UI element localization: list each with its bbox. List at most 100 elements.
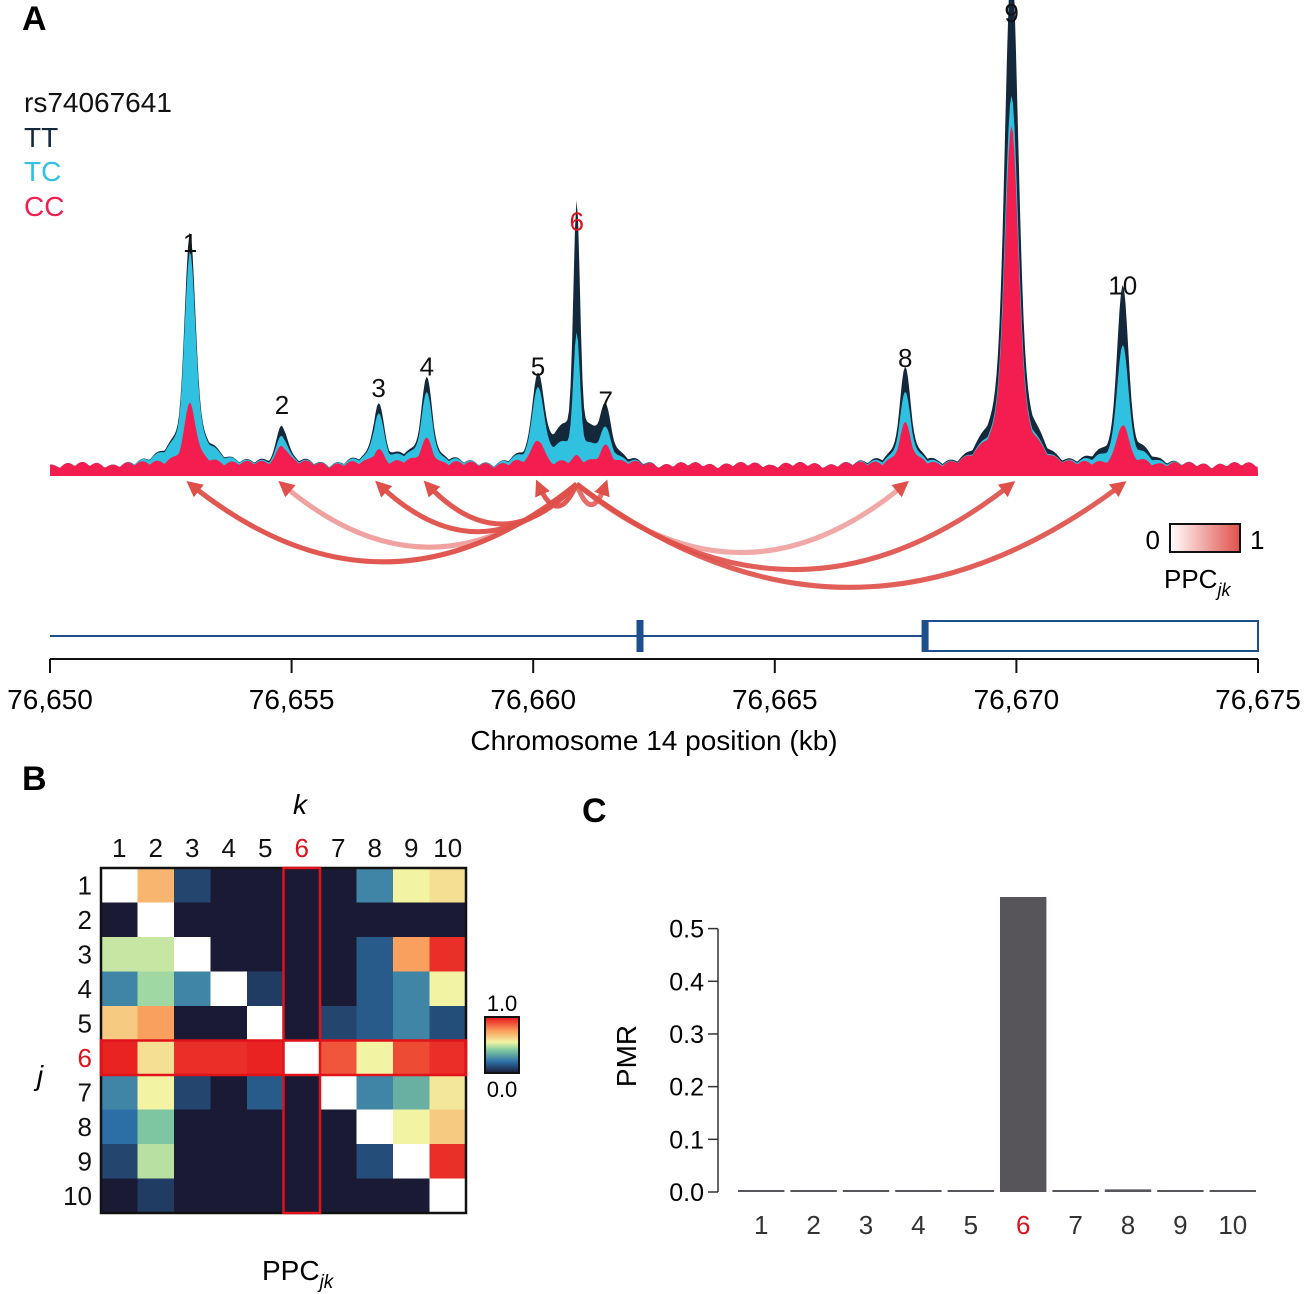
heatmap-cell <box>320 1006 357 1041</box>
heatmap-cell <box>247 1040 284 1076</box>
x-axis-label: Chromosome 14 position (kb) <box>470 725 837 756</box>
pmr-bar-chart: 0.0 0.1 0.2 0.3 0.4 0.5 1 2 3 4 5 6 7 8 9 10 <box>669 897 1256 1240</box>
panel-c-label: C <box>582 792 607 830</box>
heatmap-col-label: 8 <box>368 833 382 863</box>
heatmap-col-label: 3 <box>185 833 199 863</box>
bar-6 <box>1000 897 1047 1192</box>
heatmap-cell <box>356 1075 394 1110</box>
heatmap-cell <box>101 1144 138 1179</box>
heatmap-cell <box>247 868 284 903</box>
bar-label-6: 6 <box>1016 1210 1030 1240</box>
heatmap-cell <box>320 902 357 938</box>
heatmap-cell <box>429 902 467 938</box>
gene-utr-box <box>923 620 1259 652</box>
heatmap-cell <box>101 902 138 938</box>
k-axis-label: k <box>293 789 309 820</box>
heatmap-col-label: 10 <box>433 833 462 863</box>
heatmap-cell <box>247 937 284 972</box>
legend-cc: CC <box>24 191 64 222</box>
heatmap-cell <box>356 1006 394 1041</box>
heatmap-cell <box>283 1075 321 1110</box>
heatmap-col-label: 7 <box>331 833 345 863</box>
peak-label-4: 4 <box>420 352 434 382</box>
heatmap-cell <box>137 902 175 938</box>
y-tick-label: 0.5 <box>669 916 704 944</box>
heatmap-cell <box>210 902 248 938</box>
x-tick-label: 76,675 <box>1215 684 1301 715</box>
legend-tc: TC <box>24 156 61 187</box>
heatmap-cell <box>393 868 430 903</box>
bar-7 <box>1052 1190 1099 1192</box>
track-tt <box>50 0 1258 476</box>
heatmap-cell <box>137 1109 175 1145</box>
heatmap-col-label: 6 <box>295 833 309 863</box>
heatmap-cell <box>174 971 211 1007</box>
heatmap-row-label: 2 <box>78 905 92 935</box>
heatmap-cell <box>283 937 321 972</box>
x-tick-label: 76,650 <box>7 684 93 715</box>
heatmap-cell <box>101 1006 138 1041</box>
interaction-arcs <box>186 479 1127 590</box>
heatmap-cell <box>247 1109 284 1145</box>
heatmap-cell <box>247 902 284 938</box>
track-cc <box>50 125 1258 477</box>
heatmap-cell <box>101 1109 138 1145</box>
heatmap-cell <box>283 868 321 903</box>
heatmap-row-label: 6 <box>78 1043 92 1073</box>
heatmap-cell <box>137 1178 175 1214</box>
y-tick-label: 0.3 <box>669 1021 704 1049</box>
heatmap-cell <box>210 1178 248 1214</box>
heatmap-cell <box>174 902 211 938</box>
heatmap-cell <box>393 1109 430 1145</box>
heatmap-xlabel-subscript: jk <box>317 1272 335 1293</box>
panel-a-label: A <box>22 0 47 38</box>
ppc-legend-max: 1 <box>1250 525 1264 555</box>
bar-5 <box>947 1190 994 1192</box>
heatmap-cell <box>393 1144 430 1179</box>
ppc-legend-label: PPC <box>1164 564 1217 594</box>
heatmap-cell <box>283 1178 321 1214</box>
peak-label-1: 1 <box>183 228 197 258</box>
heatmap-cell <box>174 1075 211 1110</box>
heatmap-cell <box>210 1144 248 1179</box>
highlight-row <box>99 1039 468 1077</box>
heatmap-cell <box>174 868 211 903</box>
gene-exon-1 <box>636 620 644 652</box>
heatmap-row-label: 8 <box>78 1112 92 1142</box>
heatmap-row-label: 7 <box>78 1077 92 1107</box>
heatmap-cell <box>101 868 138 903</box>
bar-label-3: 3 <box>859 1210 873 1240</box>
heatmap-cell <box>393 1075 430 1110</box>
x-axis: 76,650 76,655 76,660 76,665 76,670 76,675 <box>7 658 1301 715</box>
x-tick-label: 76,660 <box>490 684 576 715</box>
heatmap-cell <box>429 1040 467 1076</box>
heatmap-row-label: 10 <box>63 1181 92 1211</box>
heatmap-cell <box>210 937 248 972</box>
peak-label-8: 8 <box>898 343 912 373</box>
heatmap-cell <box>429 1144 467 1179</box>
heatmap-col-label: 5 <box>258 833 272 863</box>
snp-label: rs74067641 <box>24 87 172 118</box>
heatmap-cell <box>210 1006 248 1041</box>
heatmap-cell <box>137 1075 175 1110</box>
heatmap-cell <box>320 1040 357 1076</box>
heatmap-cell <box>393 937 430 972</box>
colorbar-max: 1.0 <box>487 991 518 1016</box>
heatmap-cell <box>137 971 175 1007</box>
heatmap-cell <box>101 1178 138 1214</box>
bar-label-8: 8 <box>1121 1210 1135 1240</box>
y-tick-label: 0.4 <box>669 968 704 996</box>
heatmap-cell <box>393 1040 430 1076</box>
panel-c: C PMR 0.0 0.1 0.2 0.3 0.4 0.5 1 2 3 4 5 6 7 8 9 10 <box>582 792 1256 1240</box>
ppc-legend-title: PPCjk <box>1164 564 1231 600</box>
bar-2 <box>790 1190 837 1192</box>
heatmap-cell <box>137 1006 175 1041</box>
bar-label-10: 10 <box>1218 1210 1247 1240</box>
heatmap-cell <box>356 1144 394 1179</box>
heatmap-colorbar: 1.0 0.0 <box>484 991 520 1102</box>
arc-6-to-5 <box>535 479 579 509</box>
heatmap-cell <box>320 1075 357 1110</box>
